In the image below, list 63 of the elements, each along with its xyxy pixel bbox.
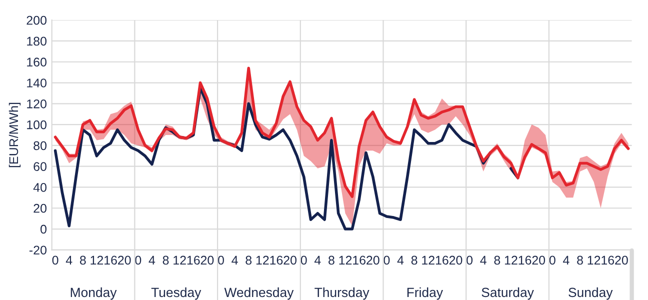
- x-tick-label: 0: [52, 256, 58, 265]
- y-tick-label: 200: [26, 16, 46, 25]
- x-tick-label: 16: [602, 256, 614, 265]
- x-tick-label: 20: [532, 256, 546, 265]
- x-tick-label: 20: [200, 256, 214, 265]
- x-tick-label: 8: [577, 256, 583, 265]
- x-tick-label: 8: [411, 256, 418, 265]
- y-tick-label: 40: [33, 183, 46, 192]
- y-tick-label: 120: [27, 99, 46, 108]
- text: Wednesday: [224, 287, 294, 300]
- text: Thursday: [314, 287, 370, 300]
- y-tick-label: 140: [27, 78, 46, 88]
- text: Saturday: [482, 287, 534, 300]
- x-tick-label: 12: [174, 256, 186, 265]
- x-tick-label: 16: [436, 256, 448, 265]
- x-tick-label: 4: [148, 256, 156, 265]
- x-tick-label: 8: [328, 256, 334, 265]
- x-tick-label: 20: [284, 256, 296, 265]
- text: Monday: [70, 287, 117, 300]
- x-tick-label: 16: [518, 256, 532, 265]
- x-tick-label: 12: [422, 256, 434, 265]
- x-tick-label: 12: [256, 256, 269, 265]
- x-tick-label: 12: [339, 256, 352, 265]
- x-tick-label: 8: [246, 256, 252, 265]
- x-tick-label: 20: [449, 256, 462, 265]
- y-tick-label: -20: [29, 246, 46, 255]
- x-tick-label: 8: [494, 256, 500, 265]
- x-tick-label: 12: [588, 256, 600, 265]
- x-tick-label: 8: [162, 256, 169, 265]
- x-tick-label: 16: [104, 256, 117, 265]
- line-series: [54, 66, 630, 198]
- x-tick-label: 4: [563, 256, 570, 265]
- x-tick-label: 20: [118, 256, 131, 265]
- x-tick-label: 0: [300, 256, 307, 265]
- x-tick-label: 4: [480, 256, 486, 265]
- x-tick-label: 12: [90, 256, 104, 265]
- x-tick-label: 0: [549, 256, 556, 265]
- x-tick-label: 0: [384, 256, 390, 265]
- x-tick-label: 20: [615, 256, 628, 265]
- x-tick-label: 12: [504, 256, 518, 265]
- x-tick-label: 8: [80, 256, 86, 265]
- x-tick-label: 4: [314, 256, 321, 265]
- x-tick-label: 16: [270, 256, 283, 265]
- y-tick-label: 80: [34, 141, 46, 150]
- y-tick-label: 100: [27, 120, 46, 130]
- text: Sunday: [568, 287, 613, 300]
- x-tick-label: 0: [218, 256, 224, 265]
- x-tick-label: 0: [466, 256, 473, 265]
- text: Tuesday: [151, 287, 202, 300]
- x-tick-label: 4: [232, 256, 238, 265]
- y-tick-label: 60: [34, 162, 46, 171]
- x-tick-label: 16: [187, 256, 200, 265]
- x-tick-label: 16: [353, 256, 366, 265]
- x-tick-label: 20: [366, 256, 380, 265]
- y-tick-label: 0: [40, 224, 46, 234]
- x-tick-label: 0: [135, 256, 142, 265]
- y-tick-label: 160: [27, 58, 46, 67]
- x-tick-label: 4: [397, 256, 404, 265]
- y-axis-title: [EUR/MWh]: [8, 102, 21, 168]
- y-tick-label: 180: [27, 36, 46, 46]
- text: Friday: [407, 287, 443, 300]
- y-tick-label: 20: [34, 204, 46, 213]
- x-tick-label: 4: [66, 256, 72, 265]
